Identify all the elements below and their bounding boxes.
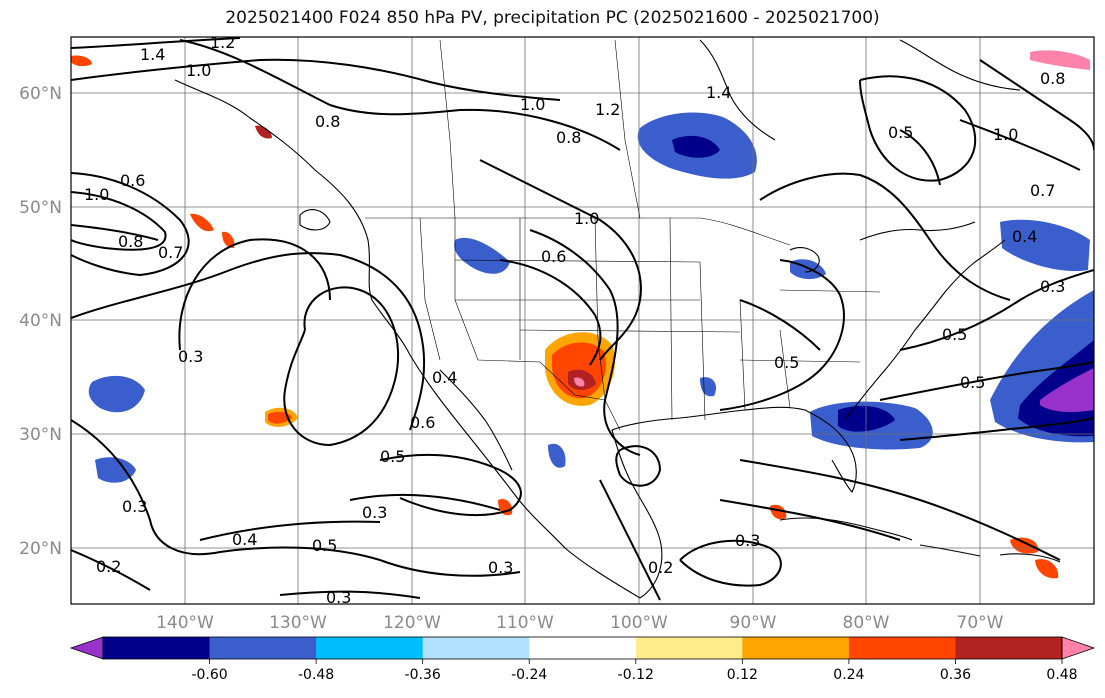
lat-label-60n: 60°N: [19, 84, 62, 104]
lon-label-110w: 110°W: [496, 613, 554, 633]
contour-label: 1.4: [140, 45, 165, 64]
contour-label: 0.4: [432, 368, 457, 387]
map-frame: [70, 36, 1095, 605]
lat-label-50n: 50°N: [19, 198, 62, 218]
colorbar-segment: [316, 637, 424, 659]
lon-label-80w: 80°W: [843, 613, 890, 633]
contour-label: 0.3: [362, 503, 387, 522]
lon-label-120w: 120°W: [383, 613, 441, 633]
contour-label: 1.4: [706, 83, 731, 102]
contour-label: 0.3: [122, 497, 147, 516]
contour-label: 0.5: [380, 447, 405, 466]
lon-label-70w: 70°W: [957, 613, 1004, 633]
colorbar: -0.60 -0.48 -0.36 -0.24 -0.12 0.12 0.24 0.36 0.4…: [69, 636, 1096, 683]
contour-label: 0.7: [158, 243, 183, 262]
colorbar-segment: [103, 637, 211, 659]
contour-label: 0.6: [410, 413, 435, 432]
colorbar-segment: [742, 637, 850, 659]
contour-label: 0.5: [312, 536, 337, 555]
contour-label: 1.0: [84, 185, 109, 204]
colorbar-tick-label: 0.12: [727, 667, 758, 683]
colorbar-segment: [209, 637, 317, 659]
colorbar-tick-label: -0.24: [511, 667, 547, 683]
contour-label: 1.0: [993, 125, 1018, 144]
contour-label: 0.8: [556, 128, 581, 147]
contour-label: 0.5: [774, 353, 799, 372]
colorbar-tick-label: -0.12: [618, 667, 654, 683]
colorbar-tick-label: -0.60: [191, 667, 227, 683]
lat-label-30n: 30°N: [19, 425, 62, 445]
colorbar-segment: [1061, 636, 1096, 660]
contour-label: 1.0: [186, 61, 211, 80]
graticule: [71, 37, 1094, 604]
colorbar-tick-label: 0.36: [940, 667, 971, 683]
contour-label: 0.7: [1030, 181, 1055, 200]
lon-label-90w: 90°W: [730, 613, 777, 633]
contour-label: 0.8: [118, 232, 143, 251]
lon-label-140w: 140°W: [156, 613, 214, 633]
contour-label: 0.4: [1012, 227, 1037, 246]
lon-label-100w: 100°W: [610, 613, 668, 633]
lat-label-20n: 20°N: [19, 539, 62, 559]
contour-label: 0.3: [735, 531, 760, 550]
colorbar-segment: [69, 636, 104, 660]
colorbar-segment: [955, 637, 1063, 659]
contour-label: 0.3: [326, 588, 351, 607]
colorbar-tick-label: -0.48: [298, 667, 334, 683]
map-background: [71, 37, 1094, 604]
longitude-labels: 140°W 130°W 120°W 110°W 100°W 90°W 80°W …: [156, 613, 1004, 633]
contour-label: 0.8: [315, 112, 340, 131]
contour-label: 0.3: [1040, 277, 1065, 296]
political-borders: [365, 39, 881, 431]
latitude-labels: 60°N 50°N 40°N 30°N 20°N: [19, 84, 62, 559]
colorbar-tick-label: -0.36: [405, 667, 441, 683]
contour-label: 0.6: [120, 171, 145, 190]
colorbar-outline: [102, 636, 1063, 660]
contour-label: 0.3: [178, 347, 203, 366]
lon-label-130w: 130°W: [269, 613, 327, 633]
contour-label: 0.3: [488, 558, 513, 577]
pv-contours: [71, 37, 1094, 601]
contour-label: 1.2: [595, 100, 620, 119]
contour-label: 1.2: [210, 33, 235, 52]
map-title: 2025021400 F024 850 hPa PV, precipitatio…: [225, 8, 880, 28]
contour-label: 0.4: [232, 530, 257, 549]
contour-label: 0.5: [942, 325, 967, 344]
colorbar-segment: [529, 637, 637, 659]
contour-label: 0.5: [960, 373, 985, 392]
contour-label: 0.6: [541, 247, 566, 266]
contour-label: 0.2: [96, 557, 121, 576]
contour-label: 0.5: [888, 123, 913, 142]
contour-label: 1.0: [574, 209, 599, 228]
contour-label: 1.0: [520, 95, 545, 114]
colorbar-segment: [422, 637, 530, 659]
contour-label: 0.2: [648, 558, 673, 577]
colorbar-segment: [848, 637, 956, 659]
colorbar-tick-label: 0.24: [833, 667, 864, 683]
colorbar-tick-label: 0.48: [1046, 667, 1077, 683]
contour-label: 0.8: [1040, 69, 1065, 88]
colorbar-segment: [635, 637, 743, 659]
lat-label-40n: 40°N: [19, 311, 62, 331]
contour-labels: 1.4 1.2 1.0 0.8 0.6 1.0 0.8 0.7 1.0 1.2 …: [84, 33, 1065, 607]
